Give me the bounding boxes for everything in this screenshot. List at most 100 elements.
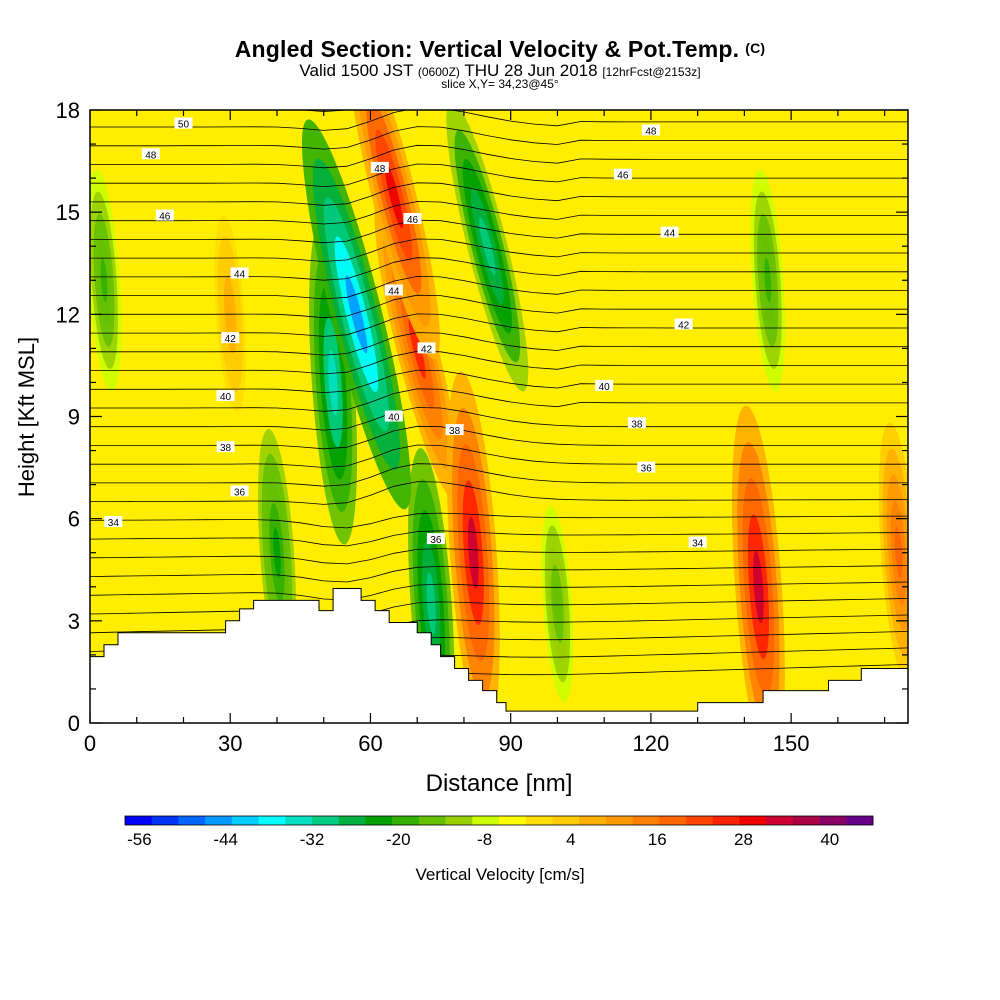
isentrope-line (90, 565, 908, 583)
velocity-cell (554, 584, 561, 624)
colorbar-swatch (712, 816, 740, 825)
isentrope-label-box (384, 284, 403, 296)
colorbar-swatch (312, 816, 340, 825)
isentrope-line (90, 294, 908, 319)
colorbar-swatch (338, 816, 366, 825)
colorbar-tick-label: 28 (734, 830, 753, 849)
colorbar-swatch (258, 816, 286, 825)
isentrope-label: 46 (407, 215, 419, 226)
isentrope-line (90, 332, 908, 356)
terrain (89, 588, 909, 724)
y-tick-label: 9 (68, 405, 80, 430)
isentrope-line (90, 481, 908, 505)
isentrope-label: 40 (220, 392, 232, 403)
x-tick-label: 60 (358, 731, 382, 756)
isentrope-label-box (641, 124, 660, 136)
colorbar-swatch (525, 816, 553, 825)
isentrope-label: 44 (664, 229, 676, 240)
y-tick-label: 6 (68, 507, 80, 532)
colorbar-tick-label: 40 (820, 830, 839, 849)
colorbar-swatch (739, 816, 767, 825)
isentrope-label-box (155, 209, 174, 221)
isentrope-line (90, 388, 908, 412)
colorbar-swatch (792, 816, 820, 825)
colorbar-tick-label: 4 (566, 830, 575, 849)
isentrope-label: 40 (388, 413, 400, 424)
isentrope-label-box (403, 212, 422, 224)
x-tick-label: 120 (633, 731, 670, 756)
colorbar-tick-label: -32 (300, 830, 325, 849)
colorbar-swatch (632, 816, 660, 825)
isentrope-label-box (637, 461, 656, 473)
velocity-cell (479, 217, 496, 276)
valid-utc: (0600Z) (417, 65, 460, 79)
colorbar-frame (124, 815, 874, 826)
isentrope-label-box (674, 318, 693, 330)
colorbar-swatch (365, 816, 393, 825)
velocity-cell (467, 516, 479, 589)
isentrope-label-box (426, 533, 445, 545)
colorbar-swatch (472, 816, 500, 825)
isentrope-label-box (216, 441, 235, 453)
y-axis-label: Height [Kft MSL] (14, 337, 39, 497)
y-tick-label: 18 (56, 98, 80, 123)
isentrope-label-box (230, 485, 249, 497)
colorbar-swatch (392, 816, 420, 825)
colorbar-swatch (686, 816, 714, 825)
colorbar-swatch (819, 816, 847, 825)
isentrope-line (90, 369, 908, 394)
x-tick-label: 90 (498, 731, 522, 756)
colorbar-swatch (418, 816, 446, 825)
colorbar-swatch (285, 816, 313, 825)
colorbar-swatch (846, 816, 874, 825)
x-tick-label: 0 (84, 731, 96, 756)
isentrope-label-box (384, 410, 403, 422)
isentrope-line (298, 110, 349, 113)
isentrope-line (90, 275, 908, 300)
colorbar-tick-label: 16 (648, 830, 667, 849)
isentrope-label: 38 (220, 443, 232, 454)
colorbar-swatch (445, 816, 473, 825)
isentrope-line (90, 219, 908, 244)
chart-title: Angled Section: Vertical Velocity & Pot.… (0, 36, 1000, 63)
isentrope-label: 50 (178, 120, 190, 131)
isentrope-labels: 50 48 46 44 42 40 38 36 34 48 46 44 42 40 38 36 48 46 44 42… (104, 117, 707, 550)
isentrope-line (90, 201, 908, 225)
isentrope-label: 36 (430, 535, 442, 546)
colorbar-swatch (552, 816, 580, 825)
isentrope-label-box (417, 342, 436, 354)
colorbar-swatch (151, 816, 179, 825)
isentrope-label: 46 (617, 171, 629, 182)
isentrope-label-box (370, 161, 389, 173)
copyright-mark: (C) (745, 40, 766, 56)
isentrope-line (90, 144, 908, 169)
velocity-cell (753, 550, 764, 623)
isentrope-line (90, 598, 908, 619)
isentrope-label: 34 (108, 518, 120, 529)
isentrope-label: 44 (234, 269, 246, 280)
isentrope-line (90, 444, 908, 468)
y-tick-label: 15 (56, 200, 80, 225)
colorbar-swatch (579, 816, 607, 825)
isentrope-label: 38 (631, 419, 643, 430)
colorbar-swatch (125, 816, 153, 825)
x-tick-label: 30 (218, 731, 242, 756)
colorbar: -56 -44 -32 -20 -8 4 16 28 40 (124, 815, 874, 849)
velocity-cell (384, 162, 404, 228)
isentrope-label: 44 (388, 286, 400, 297)
isentrope-line (90, 581, 908, 601)
isentrope-label-box (174, 117, 193, 129)
isentrope-label-box (445, 424, 464, 436)
colorbar-swatch (659, 816, 687, 825)
colorbar-swatch (499, 816, 527, 825)
colorbar-swatch (766, 816, 794, 825)
x-axis: 0 30 60 90 120 150 (84, 110, 886, 756)
colorbar-tick-label: -44 (213, 830, 238, 849)
velocity-cell (328, 350, 338, 415)
isentrope-label: 36 (234, 487, 246, 498)
colorbar-swatch (605, 816, 633, 825)
isentrope-line (90, 512, 908, 529)
isentrope-label-box (221, 332, 240, 344)
